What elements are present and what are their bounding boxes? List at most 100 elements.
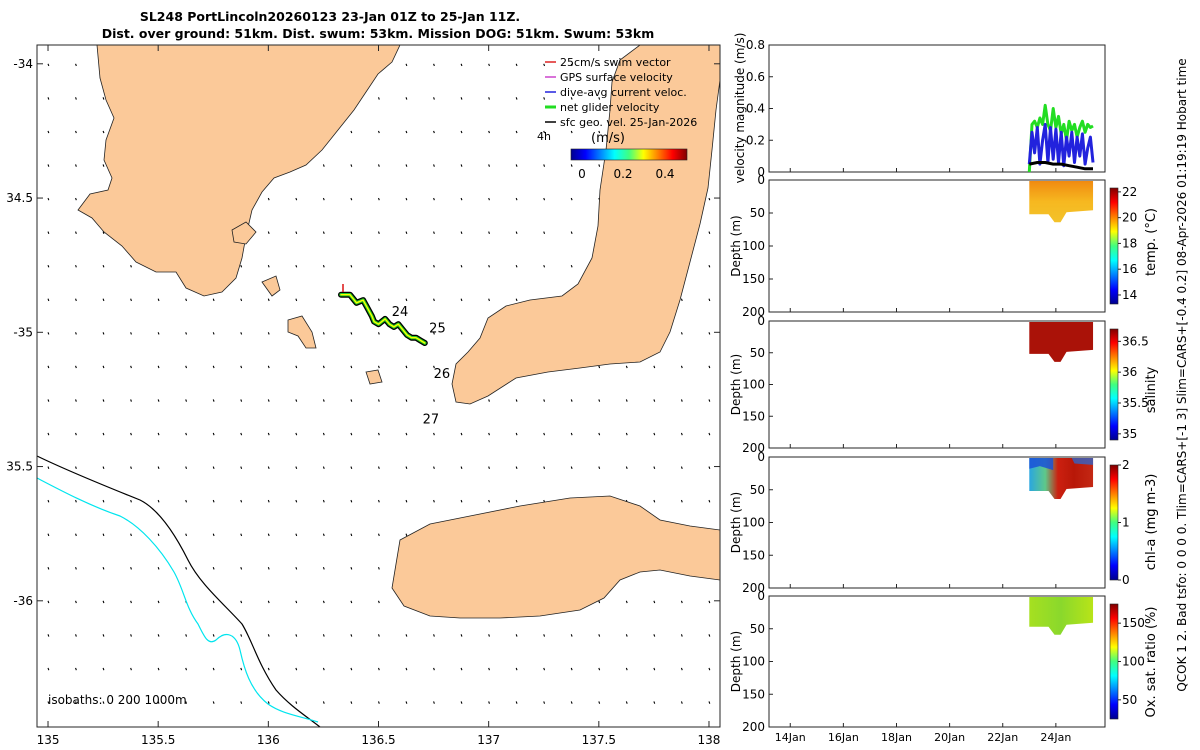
- geostrophic-vector: [212, 701, 215, 704]
- geostrophic-vector: [598, 130, 601, 134]
- map-x-tick-label: 136.5: [361, 733, 395, 747]
- time-tick-label: 14Jan: [775, 731, 806, 744]
- section-y-tick-label: 100: [742, 239, 765, 253]
- geostrophic-vector: [708, 466, 711, 469]
- geostrophic-vector: [295, 432, 298, 436]
- geostrophic-vector: [185, 365, 188, 369]
- geostrophic-vector: [157, 466, 160, 469]
- geostrophic-vector: [350, 533, 353, 537]
- geostrophic-vector: [350, 197, 353, 201]
- geostrophic-vector: [708, 667, 711, 671]
- geostrophic-vector: [295, 600, 298, 604]
- map-y-tick-label: -36: [13, 594, 33, 608]
- geostrophic-vector: [130, 432, 132, 436]
- section-colorbar: [1109, 603, 1119, 720]
- geostrophic-vector: [267, 466, 270, 469]
- geostrophic-vector: [433, 667, 435, 671]
- geostrophic-vector: [47, 466, 50, 469]
- geostrophic-vector: [543, 667, 546, 671]
- geostrophic-vector: [405, 499, 408, 503]
- geostrophic-vector: [433, 499, 435, 503]
- geostrophic-vector: [240, 264, 243, 268]
- geostrophic-vector: [322, 264, 325, 268]
- day-label-27: 27: [423, 413, 440, 428]
- geostrophic-vector: [102, 634, 105, 637]
- geostrophic-vector: [350, 365, 353, 369]
- colorbar-tick-label: 35: [1122, 427, 1137, 441]
- geostrophic-vector: [460, 667, 463, 671]
- geostrophic-vector: [47, 432, 50, 436]
- geostrophic-vector: [460, 332, 463, 335]
- geostrophic-vector: [598, 600, 601, 604]
- section-y-tick-label: 0: [757, 450, 765, 464]
- geostrophic-vector: [708, 399, 711, 402]
- geostrophic-vector: [102, 365, 105, 369]
- section-y-tick-label: 200: [742, 720, 765, 734]
- geostrophic-vector: [185, 634, 188, 637]
- day-label-25: 25: [429, 321, 446, 336]
- geostrophic-vector: [680, 634, 683, 637]
- geostrophic-vector: [570, 164, 573, 167]
- section-y-label: Depth (m): [729, 215, 743, 276]
- geostrophic-vector: [240, 298, 243, 302]
- geostrophic-vector: [267, 667, 270, 671]
- geostrophic-vector: [157, 600, 160, 604]
- geostrophic-vector: [267, 533, 270, 537]
- geostrophic-vector: [570, 63, 573, 67]
- geostrophic-vector: [680, 466, 683, 469]
- geostrophic-vector: [460, 97, 463, 100]
- time-tick-label: 24Jan: [1040, 731, 1071, 744]
- geostrophic-vector: [405, 399, 408, 402]
- geostrophic-vector: [543, 231, 546, 234]
- geostrophic-vector: [515, 432, 518, 436]
- geostrophic-vector: [75, 667, 77, 671]
- glider-track-core: [340, 294, 426, 344]
- colorbar-tick-label: 36.5: [1122, 334, 1149, 348]
- velocity-y-tick-label: 0.8: [746, 38, 765, 52]
- geostrophic-vector: [680, 600, 683, 604]
- geostrophic-vector: [488, 466, 490, 469]
- section-y-tick-label: 50: [750, 483, 765, 497]
- geostrophic-vector: [377, 197, 380, 201]
- geostrophic-vector: [515, 197, 518, 201]
- geostrophic-vector: [377, 701, 380, 704]
- geostrophic-vector: [47, 634, 50, 637]
- geostrophic-vector: [75, 332, 77, 335]
- geostrophic-vector: [75, 466, 77, 469]
- geostrophic-vector: [240, 399, 243, 402]
- geostrophic-vector: [47, 667, 50, 671]
- section-y-tick-label: 150: [742, 272, 765, 286]
- geostrophic-vector: [377, 499, 380, 503]
- geostrophic-vector: [130, 701, 132, 704]
- geostrophic-vector: [130, 298, 132, 302]
- geostrophic-vector: [515, 164, 518, 167]
- map-colorbar-label: (m/s): [591, 131, 625, 146]
- geostrophic-vector: [708, 231, 711, 234]
- geostrophic-vector: [405, 197, 408, 201]
- geostrophic-vector: [598, 701, 601, 704]
- geostrophic-vector: [75, 264, 77, 268]
- geostrophic-vector: [460, 164, 463, 167]
- geostrophic-vector: [157, 667, 160, 671]
- geostrophic-vector: [295, 231, 298, 234]
- geostrophic-vector: [322, 197, 325, 201]
- section-y-tick-label: 150: [742, 548, 765, 562]
- geostrophic-vector: [377, 600, 380, 604]
- geostrophic-vector: [185, 667, 188, 671]
- colorbar-tick-label: 20: [1122, 211, 1137, 225]
- label-4h: 4h: [537, 130, 551, 143]
- geostrophic-vector: [543, 634, 546, 637]
- geostrophic-vector: [267, 432, 270, 436]
- geostrophic-vector: [708, 332, 711, 335]
- colorbar-tick-label: 18: [1122, 236, 1137, 250]
- geostrophic-vector: [267, 264, 270, 268]
- geostrophic-vector: [47, 130, 50, 134]
- colorbar-tick-label: 2: [1122, 458, 1130, 472]
- geostrophic-vector: [102, 600, 105, 604]
- geostrophic-vector: [405, 63, 408, 67]
- geostrophic-vector: [433, 231, 435, 234]
- map-y-tick-label: -35: [13, 325, 33, 339]
- geostrophic-vector: [570, 399, 573, 402]
- geostrophic-vector: [350, 466, 353, 469]
